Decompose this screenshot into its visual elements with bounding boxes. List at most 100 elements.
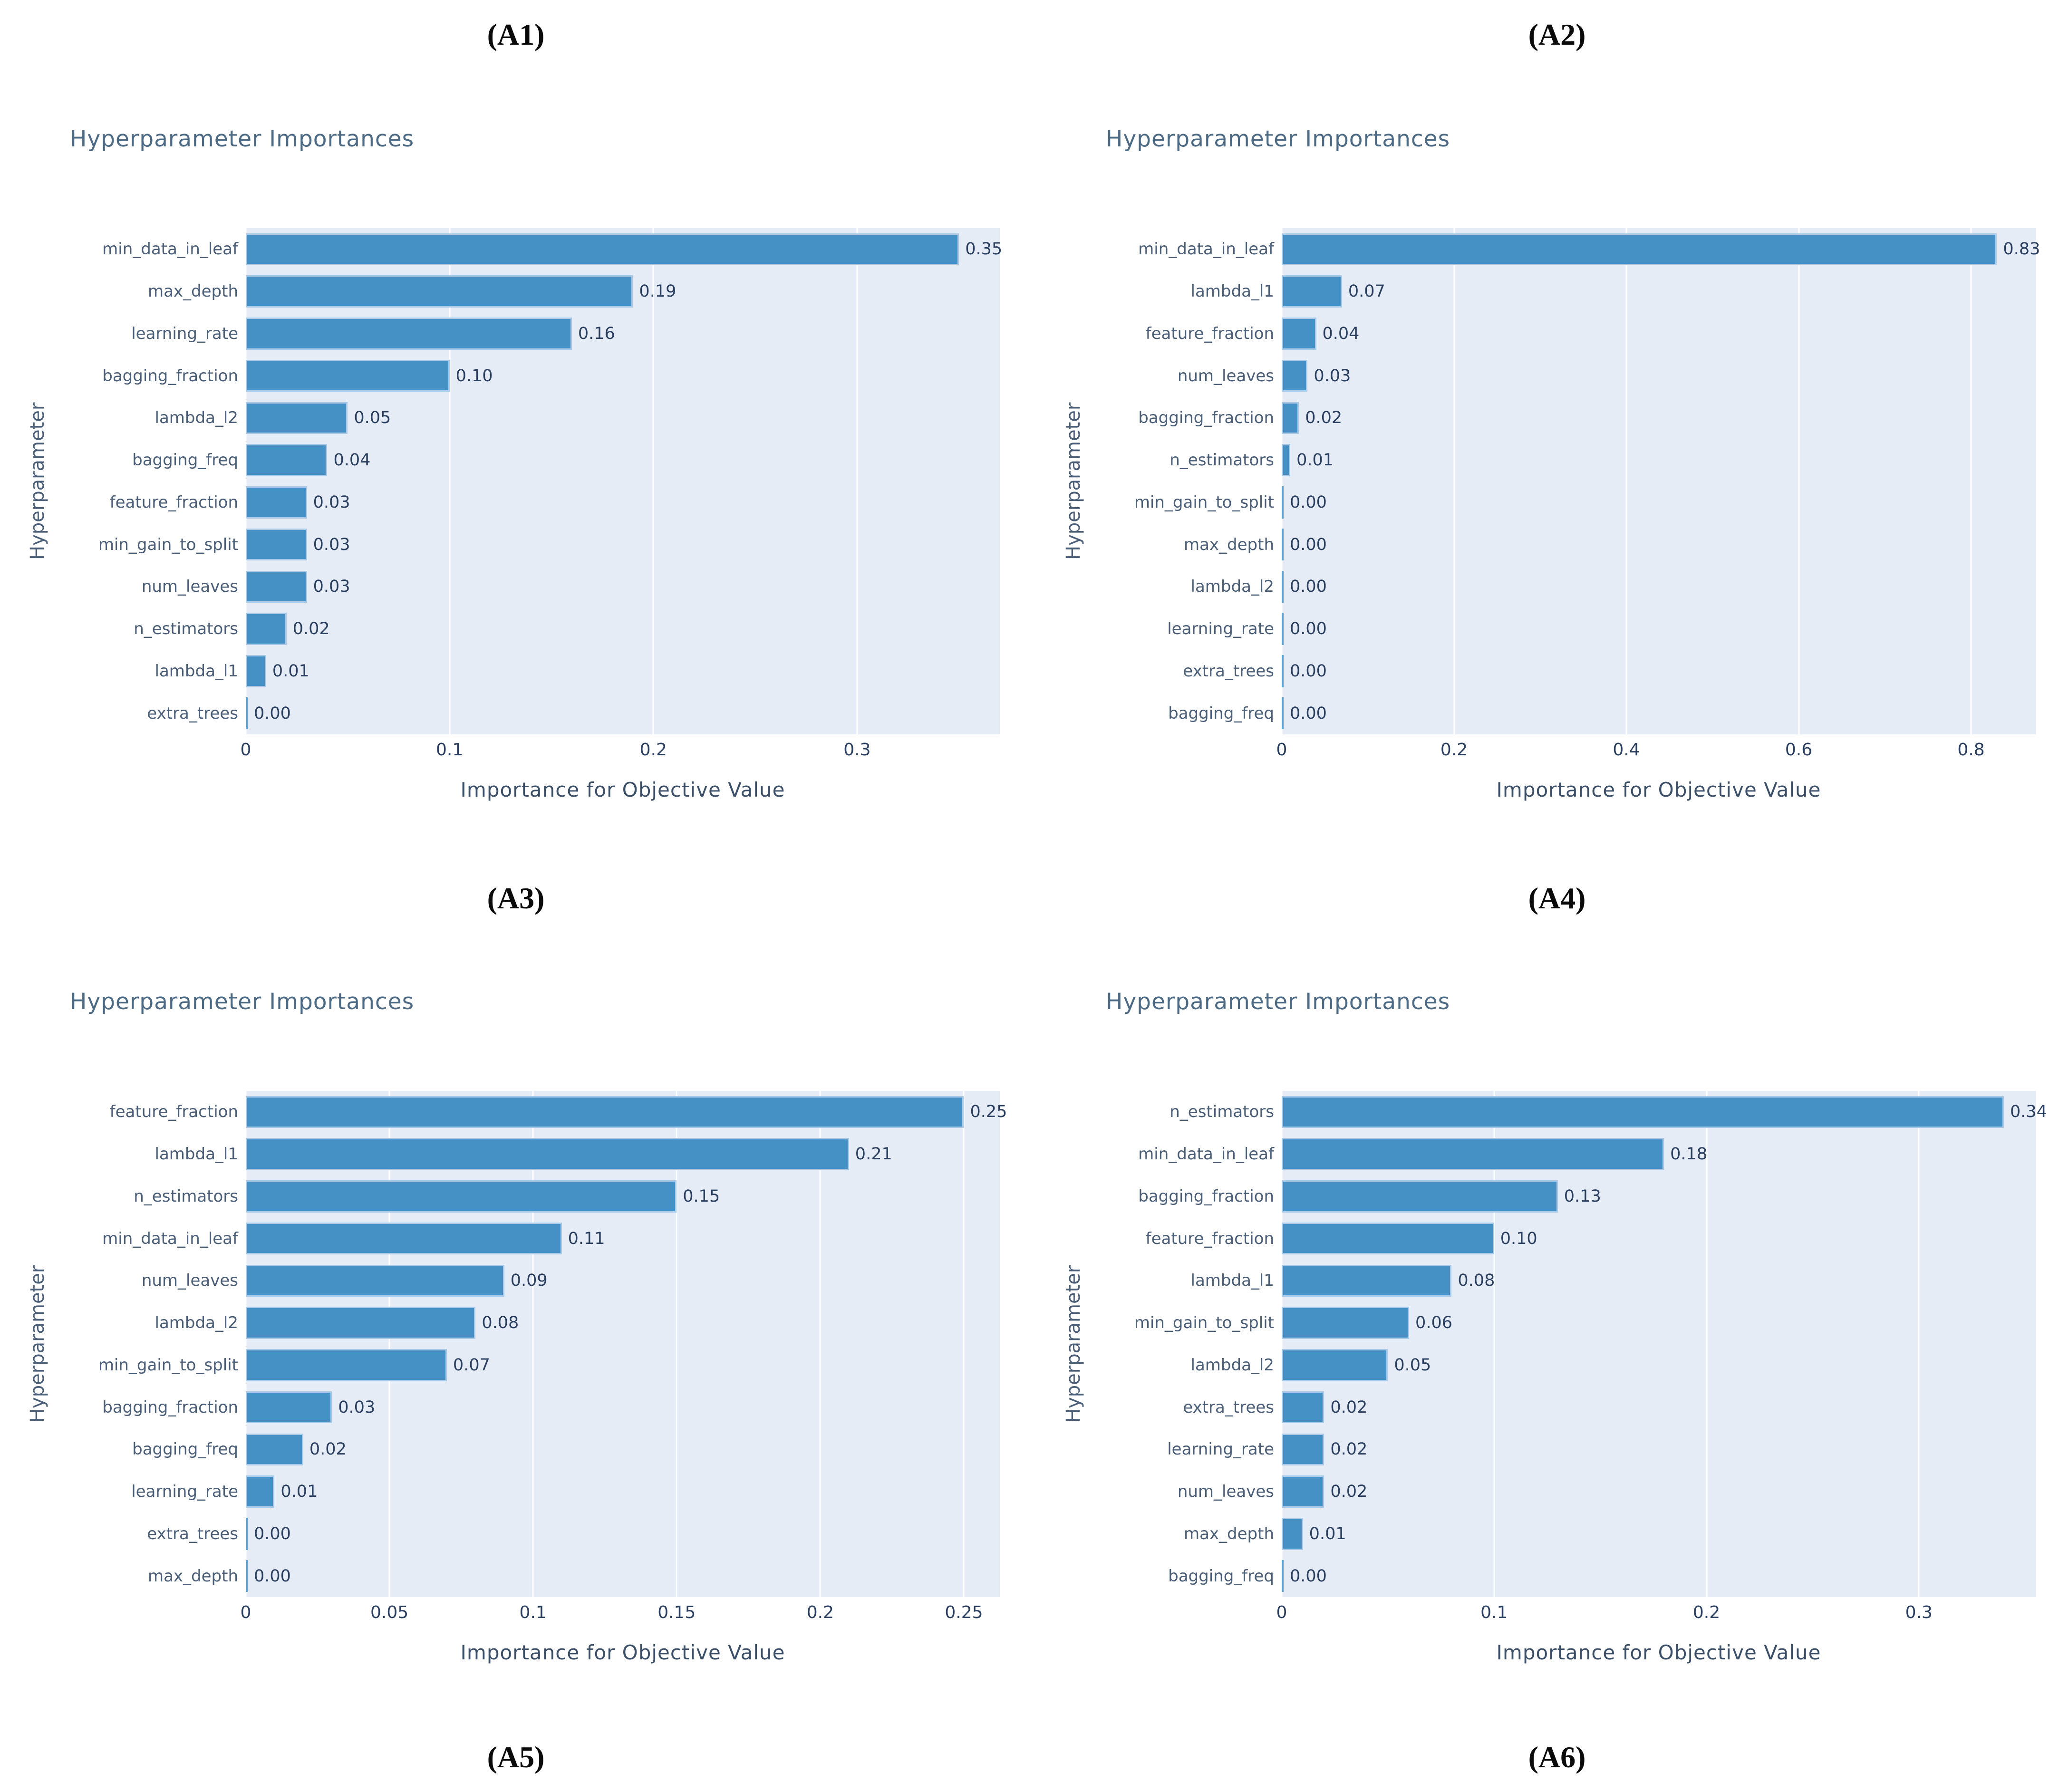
category-label: min_gain_to_split [98,1355,238,1375]
bar-row: 0.35 [246,228,1003,270]
bar-row: 0.03 [246,1386,1000,1428]
hyperparameter-importance-chart-a1: Hyperparameter Importances Hyperparamete… [19,69,1046,820]
importance-bar [1282,697,1284,730]
bar-row: 0.00 [1282,692,2036,734]
bar-row: 0.10 [246,355,1000,397]
importance-bar [246,1560,248,1592]
bar-row: 0.18 [1282,1133,2036,1175]
category-axis: feature_fraction lambda_l1 n_estimators min… [19,1091,246,1597]
importance-bar [246,402,348,434]
value-label: 0.00 [1290,619,1327,639]
chart-title: Hyperparameter Importances [1106,989,1450,1015]
chart-title: Hyperparameter Importances [70,989,415,1015]
category-label: feature_fraction [109,492,238,512]
value-label: 0.34 [2010,1102,2047,1122]
gridline [1918,1091,1920,1597]
value-label: 0.01 [272,661,309,681]
value-label: 0.03 [1314,366,1351,385]
gridline [532,1091,534,1597]
bar-row: 0.00 [1282,482,2036,524]
bar-rows: 0.35 0.19 0.16 0.10 0.05 0.04 0.03 0.03 0.03 0.02… [246,228,1003,734]
bar-row: 0.08 [246,1302,1000,1344]
x-tick-label: 0.2 [1440,740,1468,760]
importance-bar [1282,275,1342,308]
value-label: 0.01 [1309,1524,1346,1543]
bar-row: 0.02 [1282,1471,2036,1513]
value-label: 0.03 [338,1397,376,1417]
value-label: 0.02 [1330,1397,1368,1417]
category-label: bagging_freq [1168,703,1274,723]
value-label: 0.00 [1290,661,1327,681]
category-label: learning_rate [1167,619,1274,639]
value-label: 0.07 [1348,282,1385,301]
bar-row: 0.34 [1282,1091,2047,1133]
importance-bar [246,1222,562,1255]
x-axis-ticks: 0 0.1 0.2 0.3 [1276,1603,2036,1626]
x-tick-label: 0 [240,1603,251,1622]
bar-row: 0.06 [1282,1302,2036,1344]
category-axis: n_estimators min_data_in_leaf bagging_frac… [1055,1091,1282,1597]
category-label: bagging_fraction [102,366,238,385]
bar-row: 0.04 [1282,313,2036,355]
importance-bar [246,275,633,308]
category-label: bagging_fraction [1138,408,1274,428]
importance-bar [246,486,307,519]
importance-bar [246,318,572,350]
bar-row: 0.01 [246,1471,1000,1513]
gridline [1493,1091,1495,1597]
gridline [1453,228,1455,734]
value-label: 0.21 [855,1145,892,1164]
importance-bar [246,655,266,687]
category-label: bagging_freq [132,451,238,470]
gridline [245,228,247,734]
bar-row: 0.02 [1282,1428,2036,1471]
chart-title: Hyperparameter Importances [70,126,415,152]
value-label: 0.16 [578,324,615,343]
importance-bar [246,1138,849,1170]
category-label: n_estimators [134,619,238,639]
caption-a6: (A6) [1528,1740,1586,1774]
bar-row: 0.11 [246,1217,1000,1260]
importance-bar [1282,1433,1324,1466]
importance-bar [246,613,287,645]
value-label: 0.00 [254,1566,291,1586]
caption-a5: (A5) [487,1740,545,1774]
importance-bar [1282,1518,1303,1550]
value-label: 0.35 [965,240,1003,259]
bar-rows: 0.83 0.07 0.04 0.03 0.02 0.01 0.00 0.00 0.00 0.00… [1282,228,2040,734]
category-label: feature_fraction [109,1102,238,1122]
importance-bar [246,359,450,392]
importance-bar [246,1096,964,1128]
value-label: 0.01 [280,1482,318,1502]
value-label: 0.02 [1330,1440,1368,1459]
bar-row: 0.02 [246,608,1000,650]
importance-bar [246,1433,303,1466]
bar-row: 0.19 [246,270,1000,313]
gridline [245,1091,247,1597]
gridline [1706,1091,1708,1597]
bar-row: 0.09 [246,1260,1000,1302]
importance-bar [246,528,307,561]
category-label: learning_rate [131,1482,238,1502]
importance-bar [246,1264,504,1297]
importance-bar [1282,1222,1494,1255]
gridline [1970,228,1972,734]
importance-bar [1282,1096,2004,1128]
category-label: bagging_freq [132,1440,238,1459]
value-label: 0.00 [1290,535,1327,554]
hyperparameter-importance-chart-a2: Hyperparameter Importances Hyperparamete… [1055,69,2059,820]
hyperparameter-importance-chart-a4: Hyperparameter Importances Hyperparamete… [1055,932,2059,1683]
bar-rows: 0.25 0.21 0.15 0.11 0.09 0.08 0.07 0.03 0.02 0.01… [246,1091,1007,1597]
bar-row: 0.00 [246,1555,1000,1597]
category-label: learning_rate [131,324,238,343]
value-label: 0.00 [1290,703,1327,723]
gridline [676,1091,677,1597]
gridline [819,1091,821,1597]
bar-row: 0.02 [246,1428,1000,1471]
category-label: extra_trees [147,703,238,723]
bar-row: 0.10 [1282,1217,2036,1260]
caption-a2: (A2) [1528,18,1586,51]
bar-row: 0.21 [246,1133,1000,1175]
x-axis-ticks: 0 0.2 0.4 0.6 0.8 [1276,740,2036,763]
